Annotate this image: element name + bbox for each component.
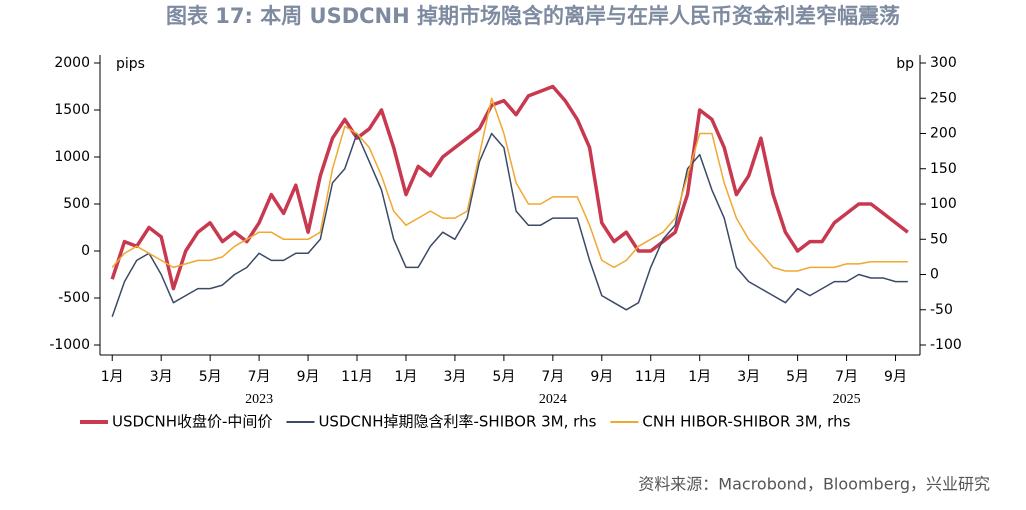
y-axis-label: pips <box>116 56 145 72</box>
x-tick-label: 1月 <box>101 369 124 385</box>
series-line <box>111 97 908 272</box>
y-tick-label: 1500 <box>54 102 90 118</box>
x-tick-label: 5月 <box>492 369 515 385</box>
x-year-label: 2024 <box>539 392 567 407</box>
y-tick-label: 1000 <box>54 149 90 165</box>
x-year-label: 2023 <box>245 392 273 407</box>
y2-tick-label: -100 <box>930 337 962 353</box>
series-line <box>110 84 909 291</box>
y-tick-label: 500 <box>63 196 90 212</box>
x-tick-label: 3月 <box>150 369 173 385</box>
x-tick-label: 7月 <box>835 369 858 385</box>
y2-tick-label: 0 <box>930 267 939 283</box>
x-tick-label: 11月 <box>341 369 373 385</box>
x-year-label: 2025 <box>833 392 861 407</box>
x-tick-label: 1月 <box>395 369 418 385</box>
y-tick-label: -1000 <box>49 337 90 353</box>
y-tick-label: -500 <box>58 290 90 306</box>
y2-tick-label: 150 <box>930 161 957 177</box>
chart-title: 图表 17: 本周 USDCNH 掉期市场隐含的离岸与在岸人民币资金利差窄幅震荡 <box>166 4 900 28</box>
y2-tick-label: 50 <box>930 231 948 247</box>
x-tick-label: 3月 <box>737 369 760 385</box>
source: 资料来源：Macrobond，Bloomberg，兴业研究 <box>638 475 990 494</box>
series-line <box>111 132 908 318</box>
x-tick-label: 11月 <box>635 369 667 385</box>
x-tick-label: 5月 <box>199 369 222 385</box>
x-tick-label: 9月 <box>297 369 320 385</box>
legend-label: USDCNH掉期隐含利率-SHIBOR 3M, rhs <box>318 413 596 431</box>
y2-tick-label: 250 <box>930 90 957 106</box>
legend-label: USDCNH收盘价-中间价 <box>112 413 272 431</box>
x-tick-label: 1月 <box>688 369 711 385</box>
y2-tick-label: 300 <box>930 55 957 71</box>
y2-tick-label: 100 <box>930 196 957 212</box>
x-tick-label: 9月 <box>884 369 907 385</box>
legend-label: CNH HIBOR-SHIBOR 3M, rhs <box>642 413 850 431</box>
x-tick-label: 7月 <box>541 369 564 385</box>
x-tick-label: 3月 <box>443 369 466 385</box>
y2-tick-label: 200 <box>930 126 957 142</box>
x-tick-label: 9月 <box>590 369 613 385</box>
y2-axis-label: bp <box>896 56 914 72</box>
x-tick-label: 5月 <box>786 369 809 385</box>
y-tick-label: 0 <box>81 243 90 259</box>
y-tick-label: 2000 <box>54 55 90 71</box>
y2-tick-label: -50 <box>930 302 953 318</box>
x-tick-label: 7月 <box>248 369 271 385</box>
